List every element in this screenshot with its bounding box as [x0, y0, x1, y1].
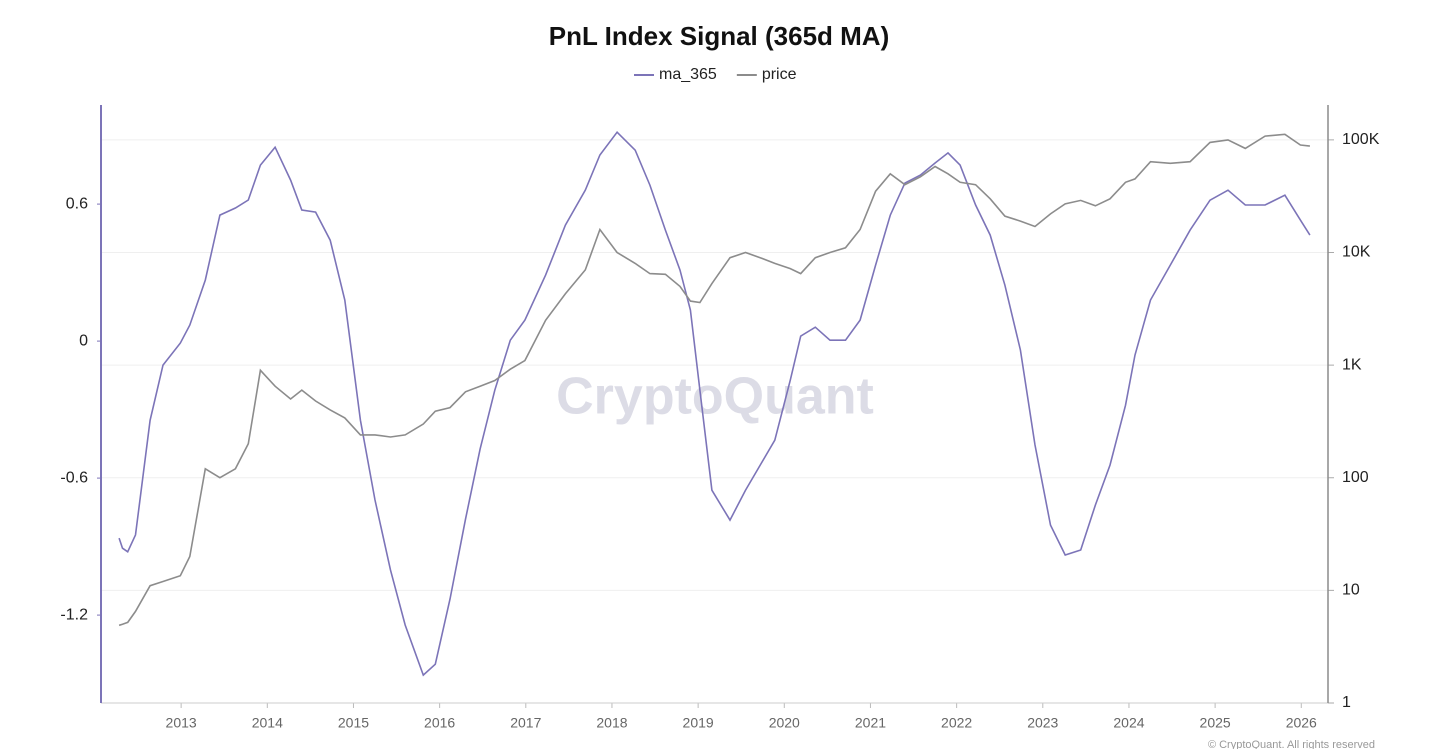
x-tick-label: 2013: [166, 715, 197, 731]
x-tick-label: 2019: [683, 715, 714, 731]
x-tick-label: 2015: [338, 715, 369, 731]
y2-tick-label: 100K: [1342, 131, 1380, 148]
x-tick-label: 2026: [1286, 715, 1317, 731]
chart-title: PnL Index Signal (365d MA): [549, 21, 889, 51]
x-tick-label: 2022: [941, 715, 972, 731]
x-tick-label: 2024: [1113, 715, 1144, 731]
x-tick-label: 2017: [510, 715, 541, 731]
x-tick-label: 2020: [769, 715, 800, 731]
footer: © CryptoQuant. All rights reserved: [1208, 739, 1375, 749]
legend-label: ma_365: [659, 66, 717, 83]
y-tick-label: -1.2: [60, 606, 88, 623]
y-tick-label: 0.6: [66, 195, 88, 212]
series-line: [118, 130, 1311, 677]
x-tick-label: 2016: [424, 715, 455, 731]
y-tick-label: 0: [79, 332, 88, 349]
y2-tick-label: 10: [1342, 582, 1360, 599]
x-tick-label: 2025: [1200, 715, 1231, 731]
x-tick-label: 2014: [252, 715, 283, 731]
x-tick-label: 2021: [855, 715, 886, 731]
series-line: [118, 133, 1310, 627]
y2-tick-label: 1K: [1342, 356, 1362, 373]
x-tick-label: 2018: [596, 715, 627, 731]
legend-label: price: [762, 66, 797, 83]
y2-tick-label: 1: [1342, 694, 1351, 711]
y-tick-label: -0.6: [60, 469, 88, 486]
y2-tick-label: 100: [1342, 469, 1369, 486]
x-tick-label: 2023: [1027, 715, 1058, 731]
y2-tick-label: 10K: [1342, 244, 1371, 261]
watermark: CryptoQuant: [556, 368, 874, 426]
